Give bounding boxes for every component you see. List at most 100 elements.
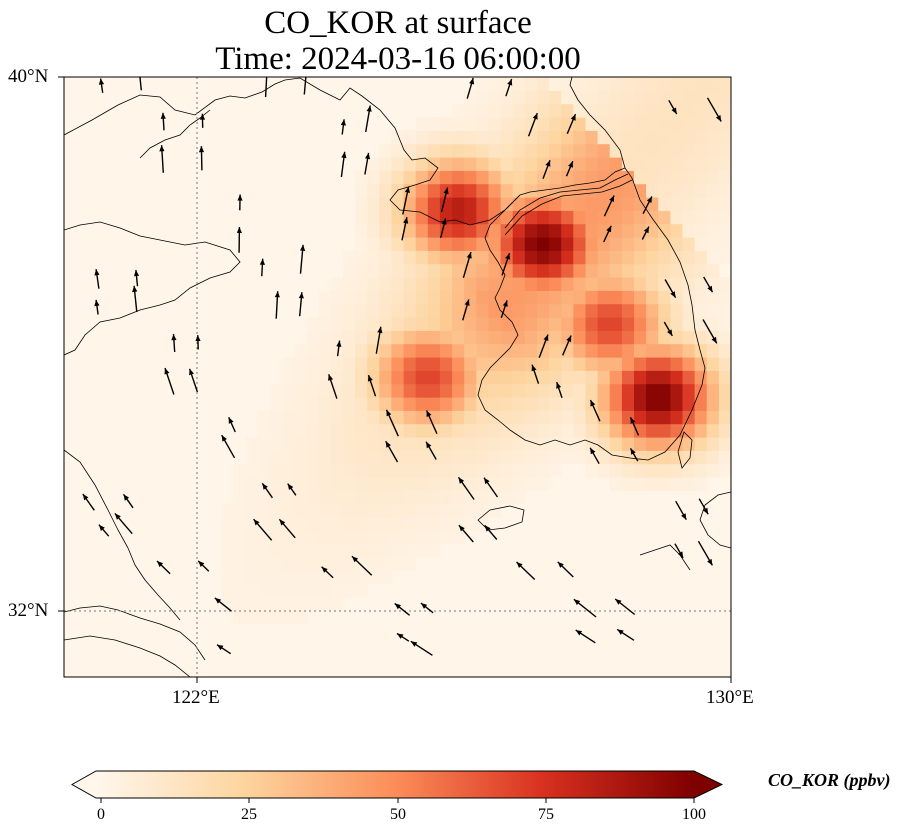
- heat-cell: [512, 317, 526, 331]
- heat-cell: [718, 197, 731, 211]
- heat-cell: [537, 463, 550, 478]
- heat-cell: [379, 503, 392, 518]
- wind-arrow: [642, 196, 653, 215]
- heat-cell: [609, 410, 623, 425]
- wind-arrow-head: [189, 368, 194, 376]
- heat-cell: [427, 477, 441, 491]
- heat-cell: [573, 143, 586, 158]
- heat-cell: [500, 117, 514, 131]
- heat-cell: [379, 477, 392, 491]
- wind-arrow: [674, 543, 684, 559]
- heat-cell: [367, 490, 380, 505]
- heat-cell: [415, 143, 429, 158]
- heat-cell: [439, 463, 453, 478]
- heat-cell: [658, 423, 671, 438]
- heat-cell: [609, 463, 623, 478]
- heat-cell: [718, 397, 731, 411]
- heat-cell: [621, 237, 635, 251]
- heat-cell: [403, 450, 417, 465]
- wind-arrow: [440, 187, 449, 213]
- heat-cell: [524, 463, 538, 478]
- heat-cell: [549, 303, 562, 318]
- heat-cell: [391, 197, 405, 211]
- wind-arrow-head: [516, 562, 523, 568]
- heat-cell: [621, 477, 635, 491]
- wind-arrow: [259, 258, 265, 277]
- heat-cell: [634, 157, 647, 171]
- heat-cell: [597, 330, 611, 345]
- heat-cell: [330, 343, 344, 358]
- wind-arrow: [457, 476, 475, 500]
- heat-cell: [367, 277, 380, 291]
- heat-cell: [318, 477, 332, 491]
- heat-cell: [597, 397, 611, 411]
- heat-cell: [318, 397, 332, 411]
- heat-cell: [391, 157, 405, 171]
- heat-cell: [330, 570, 344, 585]
- heat-cell: [549, 370, 562, 385]
- wind-vectors: [82, 77, 731, 656]
- heat-cell: [403, 530, 417, 545]
- wind-arrow-head: [217, 644, 224, 651]
- heat-cell: [670, 117, 684, 131]
- wind-arrow: [159, 145, 165, 173]
- heat-cell: [537, 90, 550, 105]
- heat-cell: [476, 197, 489, 211]
- heat-cell: [270, 423, 283, 438]
- heat-cell: [718, 237, 731, 251]
- heat-cell: [549, 317, 562, 331]
- wind-arrow-head: [711, 336, 717, 344]
- heat-cell: [694, 130, 708, 145]
- heat-cell: [585, 437, 599, 451]
- heat-cell: [415, 237, 429, 251]
- heat-cell: [355, 277, 368, 291]
- heat-cell: [342, 503, 356, 518]
- heat-cell: [391, 477, 405, 491]
- wind-arrow-head: [568, 161, 573, 168]
- heat-cell: [379, 543, 392, 558]
- heat-cell: [258, 530, 271, 545]
- wind-arrow-head: [426, 441, 432, 449]
- heat-cell: [476, 503, 489, 518]
- wind-arrow-head: [365, 152, 371, 160]
- wind-arrow: [664, 279, 677, 299]
- heat-cell: [524, 410, 538, 425]
- heat-cell: [609, 183, 623, 198]
- heat-cell: [391, 130, 405, 145]
- heat-cell: [439, 370, 453, 385]
- wind-arrow-head: [681, 513, 687, 520]
- heat-cell: [488, 170, 502, 185]
- heat-cell: [585, 223, 599, 238]
- heat-cell: [415, 197, 429, 211]
- heat-cell: [658, 463, 671, 478]
- heat-cell: [706, 423, 720, 438]
- heat-cell: [318, 330, 332, 345]
- heat-cell: [318, 317, 332, 331]
- heat-cell: [452, 223, 465, 238]
- heat-cell: [585, 103, 599, 118]
- heat-cell: [367, 317, 380, 331]
- heat-cell: [706, 90, 720, 105]
- heat-cell: [439, 290, 453, 305]
- heat-cell: [342, 383, 356, 398]
- heat-cell: [464, 130, 477, 145]
- heat-cell: [306, 530, 320, 545]
- heat-cell: [427, 530, 441, 545]
- wind-arrow-head: [420, 603, 428, 609]
- heat-cell: [355, 463, 368, 478]
- heat-cell: [379, 263, 392, 278]
- heat-cell: [452, 410, 465, 425]
- heat-cell: [524, 250, 538, 265]
- heat-cell: [391, 330, 405, 345]
- heat-cell: [549, 437, 562, 451]
- heat-cell: [706, 223, 720, 238]
- heat-cell: [476, 277, 489, 291]
- heat-cell: [342, 423, 356, 438]
- heat-cell: [452, 317, 465, 331]
- heat-cell: [682, 450, 696, 465]
- heat-cell: [512, 210, 526, 225]
- heat-cell: [452, 157, 465, 171]
- heat-cell: [585, 183, 599, 198]
- heat-cell: [609, 210, 623, 225]
- colorbar-outline: [70, 770, 724, 799]
